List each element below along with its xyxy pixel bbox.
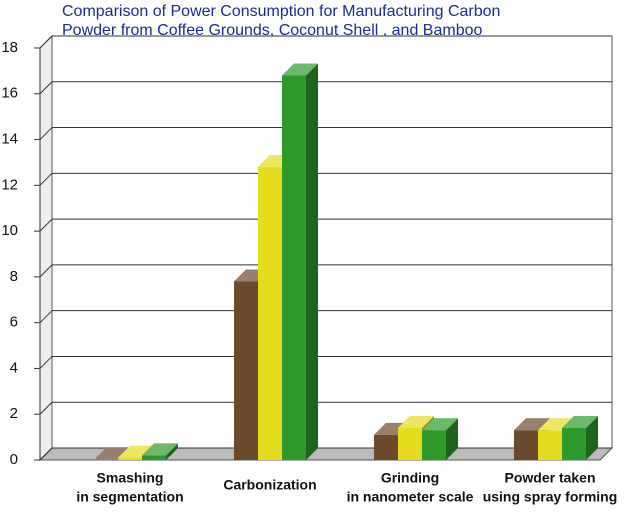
bar-top-light [398, 415, 434, 428]
bar-front [422, 430, 446, 460]
bar-front [282, 75, 306, 460]
x-tick-label: in nanometer scale [347, 489, 474, 505]
grid-line [39, 310, 53, 324]
side-wall [39, 34, 53, 462]
grid-line [39, 264, 53, 278]
y-tick-label: 10 [1, 222, 18, 239]
y-tick-label: 8 [10, 268, 18, 285]
bar-top-light [282, 63, 318, 76]
bar-side [446, 418, 458, 460]
grid-line [39, 356, 53, 369]
bar-front [234, 281, 258, 460]
bar-side-shade [446, 418, 458, 460]
y-tick-label: 2 [10, 405, 18, 422]
bar-side-shade [306, 63, 318, 460]
bar-top [398, 415, 434, 428]
bar-side-shade [586, 415, 598, 460]
bar-front [538, 430, 562, 460]
bar-front [514, 430, 538, 460]
grid-line [39, 81, 53, 95]
bar-front [118, 457, 142, 460]
bar-side [306, 63, 318, 460]
x-tick-label: in segmentation [76, 489, 183, 505]
grid-line [39, 35, 53, 49]
bar-side-shade [166, 443, 178, 460]
y-tick-label: 18 [1, 39, 18, 56]
grid-line [39, 447, 53, 461]
y-tick-label: 4 [10, 359, 18, 376]
y-tick-label: 12 [1, 176, 18, 193]
y-tick-label: 16 [1, 85, 18, 102]
bar-front [374, 434, 398, 460]
x-tick-label: Grinding [381, 470, 439, 486]
x-tick-label: Smashing [97, 470, 164, 486]
bar-front [398, 427, 422, 460]
bar-front [142, 455, 166, 460]
bar-top [142, 443, 178, 456]
x-tick-label: using spray forming [483, 489, 618, 505]
x-tick-label: Carbonization [223, 477, 316, 493]
bar-side [586, 415, 598, 460]
bar-top [282, 63, 318, 76]
y-tick-label: 0 [10, 451, 18, 468]
bar-top-light [422, 418, 458, 431]
grid-line [39, 127, 53, 140]
chart-title: Powder from Coffee Grounds, Coconut Shel… [62, 22, 482, 39]
grid-line [39, 218, 53, 232]
back-wall [51, 35, 613, 449]
bar-top [562, 415, 598, 428]
y-tick-label: 6 [10, 314, 18, 331]
bar-top [422, 418, 458, 431]
grid-line [39, 172, 53, 186]
grid-line [39, 401, 53, 415]
bar-front [562, 427, 586, 460]
bar-front [258, 167, 282, 460]
x-tick-label: Powder taken [504, 470, 595, 486]
bar-side [166, 443, 178, 460]
y-tick-label: 14 [1, 131, 18, 148]
chart-title: Comparison of Power Consumption for Manu… [62, 3, 500, 20]
bar-top-light [142, 443, 178, 456]
bar-top-light [562, 415, 598, 428]
